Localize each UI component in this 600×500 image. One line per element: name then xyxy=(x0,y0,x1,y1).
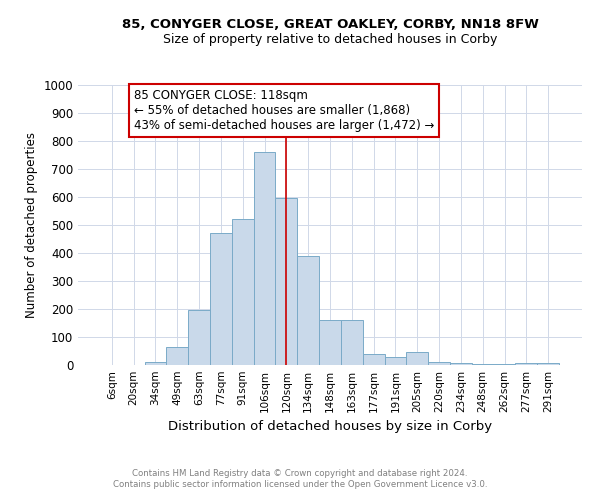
Bar xyxy=(319,320,341,365)
Bar xyxy=(275,198,297,365)
X-axis label: Distribution of detached houses by size in Corby: Distribution of detached houses by size … xyxy=(168,420,492,434)
Bar xyxy=(428,362,450,365)
Text: 85, CONYGER CLOSE, GREAT OAKLEY, CORBY, NN18 8FW: 85, CONYGER CLOSE, GREAT OAKLEY, CORBY, … xyxy=(122,18,538,30)
Text: 85 CONYGER CLOSE: 118sqm
← 55% of detached houses are smaller (1,868)
43% of sem: 85 CONYGER CLOSE: 118sqm ← 55% of detach… xyxy=(134,89,434,132)
Bar xyxy=(145,362,166,365)
Bar xyxy=(406,352,428,365)
Bar xyxy=(166,348,188,365)
Bar xyxy=(494,364,515,365)
Bar xyxy=(363,354,385,365)
Bar xyxy=(537,363,559,365)
Bar xyxy=(515,363,537,365)
Text: Contains public sector information licensed under the Open Government Licence v3: Contains public sector information licen… xyxy=(113,480,487,489)
Bar xyxy=(210,234,232,365)
Bar xyxy=(472,364,494,365)
Bar xyxy=(297,256,319,365)
Bar xyxy=(232,220,254,365)
Bar xyxy=(254,152,275,365)
Bar xyxy=(385,358,406,365)
Text: Size of property relative to detached houses in Corby: Size of property relative to detached ho… xyxy=(163,32,497,46)
Bar xyxy=(341,320,363,365)
Bar xyxy=(188,310,210,365)
Text: Contains HM Land Registry data © Crown copyright and database right 2024.: Contains HM Land Registry data © Crown c… xyxy=(132,468,468,477)
Y-axis label: Number of detached properties: Number of detached properties xyxy=(25,132,38,318)
Bar xyxy=(450,363,472,365)
